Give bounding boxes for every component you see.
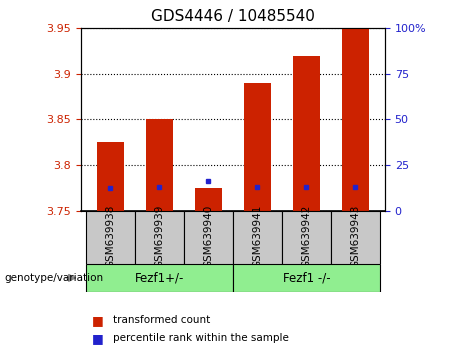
Bar	[282, 211, 331, 264]
Text: GSM639943: GSM639943	[350, 204, 361, 268]
Text: ■: ■	[92, 332, 104, 344]
Bar	[135, 211, 184, 264]
Text: Fezf1 -/-: Fezf1 -/-	[283, 272, 330, 284]
Bar	[86, 211, 135, 264]
Bar	[184, 211, 233, 264]
Bar	[331, 211, 380, 264]
Bar	[86, 264, 233, 292]
Text: genotype/variation: genotype/variation	[5, 273, 104, 283]
Bar	[146, 120, 173, 211]
Title: GDS4446 / 10485540: GDS4446 / 10485540	[151, 9, 315, 24]
Text: transformed count: transformed count	[113, 315, 210, 325]
Bar	[195, 188, 222, 211]
Bar	[233, 264, 380, 292]
Text: ■: ■	[92, 314, 104, 327]
Text: GSM639938: GSM639938	[105, 204, 115, 268]
Text: GSM639939: GSM639939	[154, 204, 164, 268]
Text: GSM639941: GSM639941	[252, 204, 262, 268]
Bar	[293, 56, 320, 211]
Text: GSM639940: GSM639940	[203, 205, 213, 268]
Bar	[342, 28, 369, 211]
Text: GSM639942: GSM639942	[301, 204, 312, 268]
Text: percentile rank within the sample: percentile rank within the sample	[113, 333, 289, 343]
Text: Fezf1+/-: Fezf1+/-	[135, 272, 184, 284]
Bar	[97, 142, 124, 211]
Bar	[244, 83, 271, 211]
Bar	[233, 211, 282, 264]
